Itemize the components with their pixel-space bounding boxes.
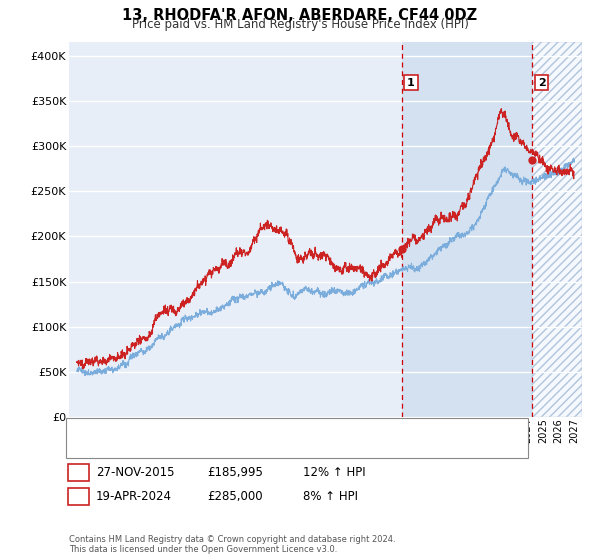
Text: HPI: Average price, detached house, Rhondda Cynon Taf: HPI: Average price, detached house, Rhon… [105,441,398,451]
Bar [401,42,532,417]
Text: 1: 1 [407,78,415,88]
Text: 13, RHODFA'R AFON, ABERDARE, CF44 0DZ: 13, RHODFA'R AFON, ABERDARE, CF44 0DZ [122,8,478,24]
Bar [532,42,582,417]
Text: 12% ↑ HPI: 12% ↑ HPI [303,466,365,479]
Text: £185,995: £185,995 [207,466,263,479]
Text: 8% ↑ HPI: 8% ↑ HPI [303,490,358,503]
Text: 2: 2 [74,490,83,503]
Text: 27-NOV-2015: 27-NOV-2015 [96,466,175,479]
Text: Price paid vs. HM Land Registry's House Price Index (HPI): Price paid vs. HM Land Registry's House … [131,18,469,31]
Text: 1: 1 [74,466,83,479]
Text: 13, RHODFA'R AFON, ABERDARE, CF44 0DZ (detached house): 13, RHODFA'R AFON, ABERDARE, CF44 0DZ (d… [105,426,426,436]
Text: 19-APR-2024: 19-APR-2024 [96,490,172,503]
Text: 2: 2 [538,78,545,88]
Text: Contains HM Land Registry data © Crown copyright and database right 2024.
This d: Contains HM Land Registry data © Crown c… [69,535,395,554]
Bar [532,42,582,417]
Text: £285,000: £285,000 [207,490,263,503]
